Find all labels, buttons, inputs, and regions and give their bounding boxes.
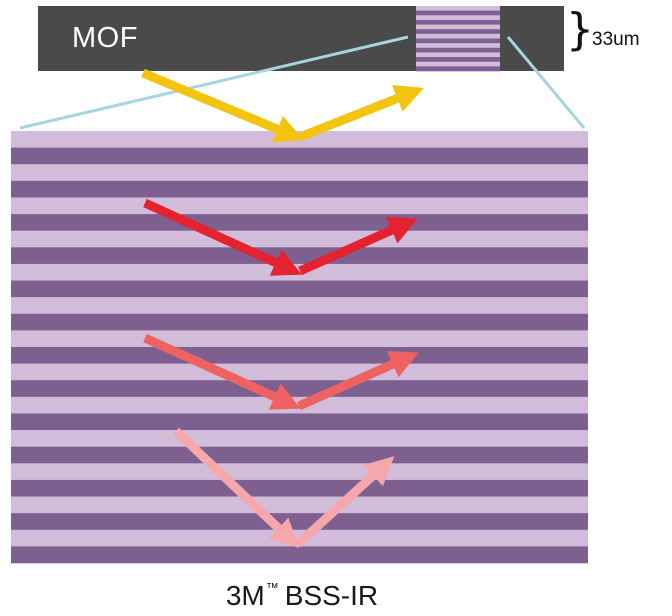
mini-layer-dark [416, 10, 500, 16]
layer-dark [11, 546, 588, 564]
mini-layer-light [416, 6, 500, 11]
layer-light [11, 330, 588, 348]
thickness-label: 33um [592, 29, 640, 50]
coral-reflection-arrow [143, 333, 419, 411]
layer-dark [11, 247, 588, 265]
mini-layer-dark [416, 57, 500, 63]
layer-light [11, 363, 588, 381]
layer-dark [11, 180, 588, 198]
film-stack-highlight [416, 6, 500, 72]
layer-dark [11, 347, 588, 364]
layer-dark [11, 280, 588, 298]
mini-layer-dark [416, 66, 500, 72]
zoom-line-right [506, 36, 586, 129]
mini-layer-light [416, 43, 500, 49]
caption-suffix: BSS-IR [284, 580, 379, 611]
layer-dark [11, 513, 588, 531]
layer-dark [11, 214, 588, 231]
red-reflection-arrow [143, 198, 418, 276]
layer-light [11, 197, 588, 215]
layer-light [11, 463, 588, 481]
layer-light [11, 496, 588, 514]
pink-reflection-arrow [172, 427, 395, 548]
layer-light [11, 297, 588, 315]
multilayer-stack [11, 131, 588, 564]
mini-layer-dark [416, 29, 500, 35]
mini-layer-light [416, 24, 500, 30]
mof-label: MOF [72, 22, 138, 54]
right-curly-brace-icon: } [566, 4, 594, 55]
caption-prefix: 3M [225, 580, 265, 611]
layer-dark [11, 313, 588, 331]
mini-layer-dark [416, 38, 500, 44]
mini-layer-light [416, 52, 500, 58]
layer-light [11, 430, 588, 447]
layer-light [11, 164, 588, 182]
mini-layer-light [416, 33, 500, 39]
layer-dark [11, 479, 588, 497]
layer-dark [11, 446, 588, 464]
product-caption: 3M™ BSS-IR [0, 580, 604, 612]
layer-dark [11, 380, 588, 398]
zoom-line-left [19, 35, 409, 130]
layer-light [11, 230, 588, 248]
trademark-symbol: ™ [265, 580, 279, 595]
yellow-reflection-arrow [141, 68, 425, 143]
layer-dark [11, 147, 588, 165]
mini-layer-dark [416, 19, 500, 25]
mini-layer-dark [416, 47, 500, 53]
mini-layer-light [416, 15, 500, 21]
mini-layer-light [416, 61, 500, 67]
layer-dark [11, 413, 588, 431]
